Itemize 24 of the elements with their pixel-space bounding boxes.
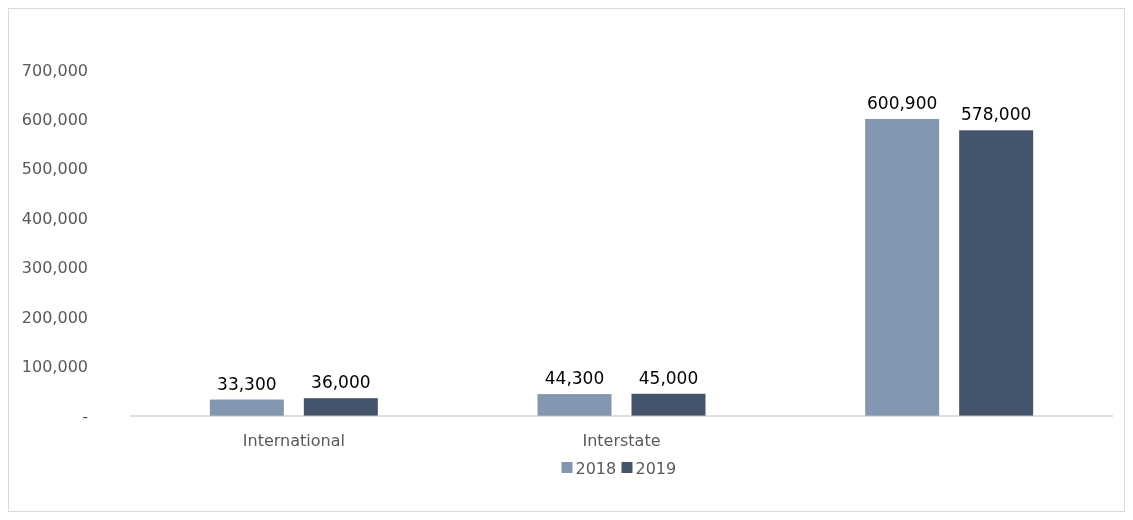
data-label: 45,000 [638,367,699,388]
bar [865,118,940,416]
data-label: 44,300 [544,368,605,389]
data-label: 33,300 [217,373,277,394]
y-tick-label: 700,000 [21,60,88,80]
x-tick-label: International [242,431,345,450]
y-tick-label: - [82,406,88,426]
y-tick-label: 400,000 [21,208,88,228]
legend-label: 2018 [575,458,617,478]
bar [959,130,1034,416]
bar [631,393,706,416]
y-tick-label: 300,000 [21,258,88,278]
bar [537,394,612,416]
data-label: 600,900 [867,92,938,113]
data-label: 36,000 [311,372,371,393]
y-tick-label: 600,000 [21,110,88,130]
bar [303,398,378,416]
y-tick-label: 500,000 [21,159,88,179]
legend-label: 2019 [635,458,677,478]
y-tick-label: 200,000 [21,307,88,327]
bar [209,399,284,416]
data-label: 578,000 [961,104,1032,125]
y-tick-label: 100,000 [21,357,88,377]
x-tick-label: Interstate [582,431,661,450]
